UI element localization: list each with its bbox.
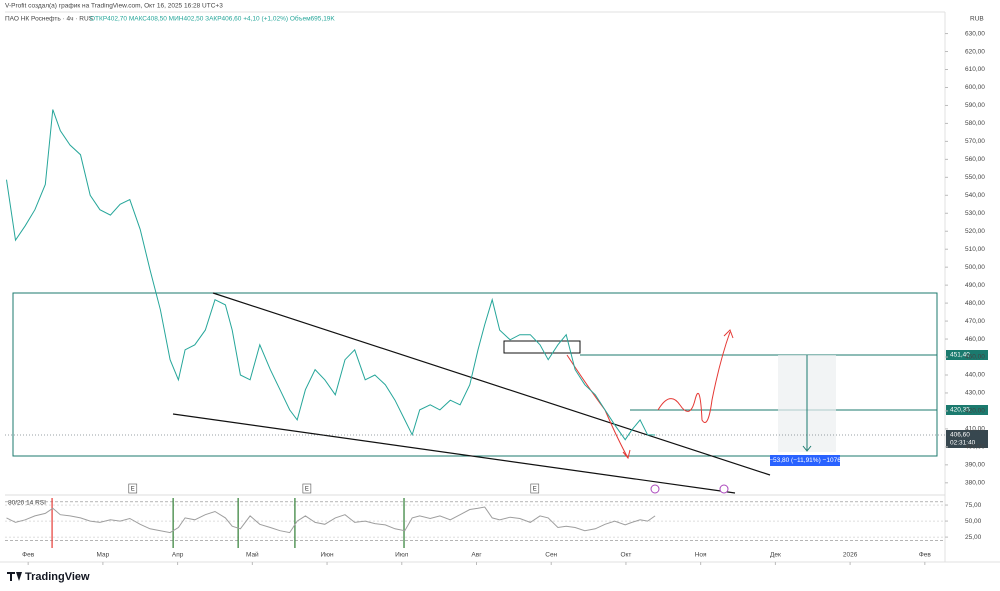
y-tick-label: 440,00 xyxy=(965,372,985,379)
currency: RUB xyxy=(970,16,984,23)
brand: TradingView xyxy=(25,571,90,583)
x-tick-label: Май xyxy=(246,551,259,559)
event-marker xyxy=(128,483,138,494)
y-tick-label: 600,00 xyxy=(965,84,985,91)
x-tick-label: Апр xyxy=(172,552,184,559)
event-marker xyxy=(530,483,540,494)
x-tick-label: Мар xyxy=(97,552,110,559)
zone-box xyxy=(503,340,581,354)
projection-curve xyxy=(657,331,731,423)
y-tick-label: 580,00 xyxy=(965,120,985,127)
y-tick-label: 460,00 xyxy=(965,336,985,343)
x-tick-label: Фев xyxy=(919,552,932,559)
event-label: E xyxy=(305,486,309,492)
price-tag-label: 420,35 xyxy=(950,407,970,414)
x-tick-label: 2026 xyxy=(843,552,858,559)
y-tick-label: 470,00 xyxy=(965,318,985,325)
y-tick-label: 410,00 xyxy=(965,426,985,433)
event-icon xyxy=(650,484,660,494)
x-tick-label: Авг xyxy=(471,552,482,559)
trendline xyxy=(172,413,736,494)
y-tick-label: 550,00 xyxy=(965,174,985,181)
y-tick-label: 610,00 xyxy=(965,66,985,73)
x-tick-label: Фев xyxy=(22,552,35,559)
event-icon xyxy=(719,484,729,494)
y-tick-label: 510,00 xyxy=(965,246,985,253)
y-tick-label: 380,00 xyxy=(965,480,985,487)
ohlc: ОТКР402,70 МАКС408,50 МИН402,50 ЗАКР406,… xyxy=(90,15,335,23)
y-tick-label: 590,00 xyxy=(965,102,985,109)
trendline xyxy=(212,292,771,476)
watermark: V-Profit создал(а) график на TradingView… xyxy=(5,3,223,10)
price-tag xyxy=(946,405,988,415)
last-price: 406,60 xyxy=(950,432,970,439)
logo xyxy=(7,572,22,581)
event-label: E xyxy=(131,486,135,492)
price-tag xyxy=(946,350,988,360)
y-tick-label: 75,00 xyxy=(965,502,982,509)
price-tag xyxy=(946,430,988,448)
price-tag-label: 451,40 xyxy=(950,352,970,359)
projection-head xyxy=(723,329,734,339)
y-tick-label: 420,00 xyxy=(965,408,985,415)
y-tick-label: 500,00 xyxy=(965,264,985,271)
y-tick-label: 390,00 xyxy=(965,462,985,469)
y-tick-label: 540,00 xyxy=(965,192,985,199)
x-tick-label: Июл xyxy=(395,552,408,559)
y-tick-label: 490,00 xyxy=(965,282,985,289)
red-arrow-head xyxy=(622,449,631,460)
measure-label-box xyxy=(770,455,840,466)
y-tick-label: 630,00 xyxy=(965,30,985,37)
x-tick-label: Окт xyxy=(620,552,631,559)
measure-arrow-head xyxy=(802,445,812,452)
y-tick-label: 25,00 xyxy=(965,534,982,541)
symbol: ПАО НК Роснефть · 4ч · RUS xyxy=(5,16,94,23)
y-tick-label: 430,00 xyxy=(965,390,985,397)
y-tick-label: 570,00 xyxy=(965,138,985,145)
event-label: E xyxy=(533,486,537,492)
y-tick-label: 620,00 xyxy=(965,48,985,55)
countdown: 02:31:40 xyxy=(950,440,976,447)
series-line xyxy=(6,506,656,534)
y-tick-label: 530,00 xyxy=(965,210,985,217)
y-tick-label: 520,00 xyxy=(965,228,985,235)
measure-label: −53,80 (−11,91%) −1076 xyxy=(769,457,841,464)
event-marker xyxy=(302,483,312,494)
x-tick-label: Ноя xyxy=(695,552,707,559)
x-tick-label: Июн xyxy=(320,552,334,559)
series-line xyxy=(6,109,656,441)
x-tick-label: Дек xyxy=(770,552,781,559)
y-tick-label: 50,00 xyxy=(965,518,982,525)
x-tick-label: Сен xyxy=(545,552,557,559)
y-tick-label: 480,00 xyxy=(965,300,985,307)
y-tick-label: 560,00 xyxy=(965,156,985,163)
rsi-title: 80/20 14 RSI xyxy=(8,500,46,507)
y-tick-label: 400,00 xyxy=(965,444,985,451)
y-tick-label: 450,00 xyxy=(965,354,985,361)
